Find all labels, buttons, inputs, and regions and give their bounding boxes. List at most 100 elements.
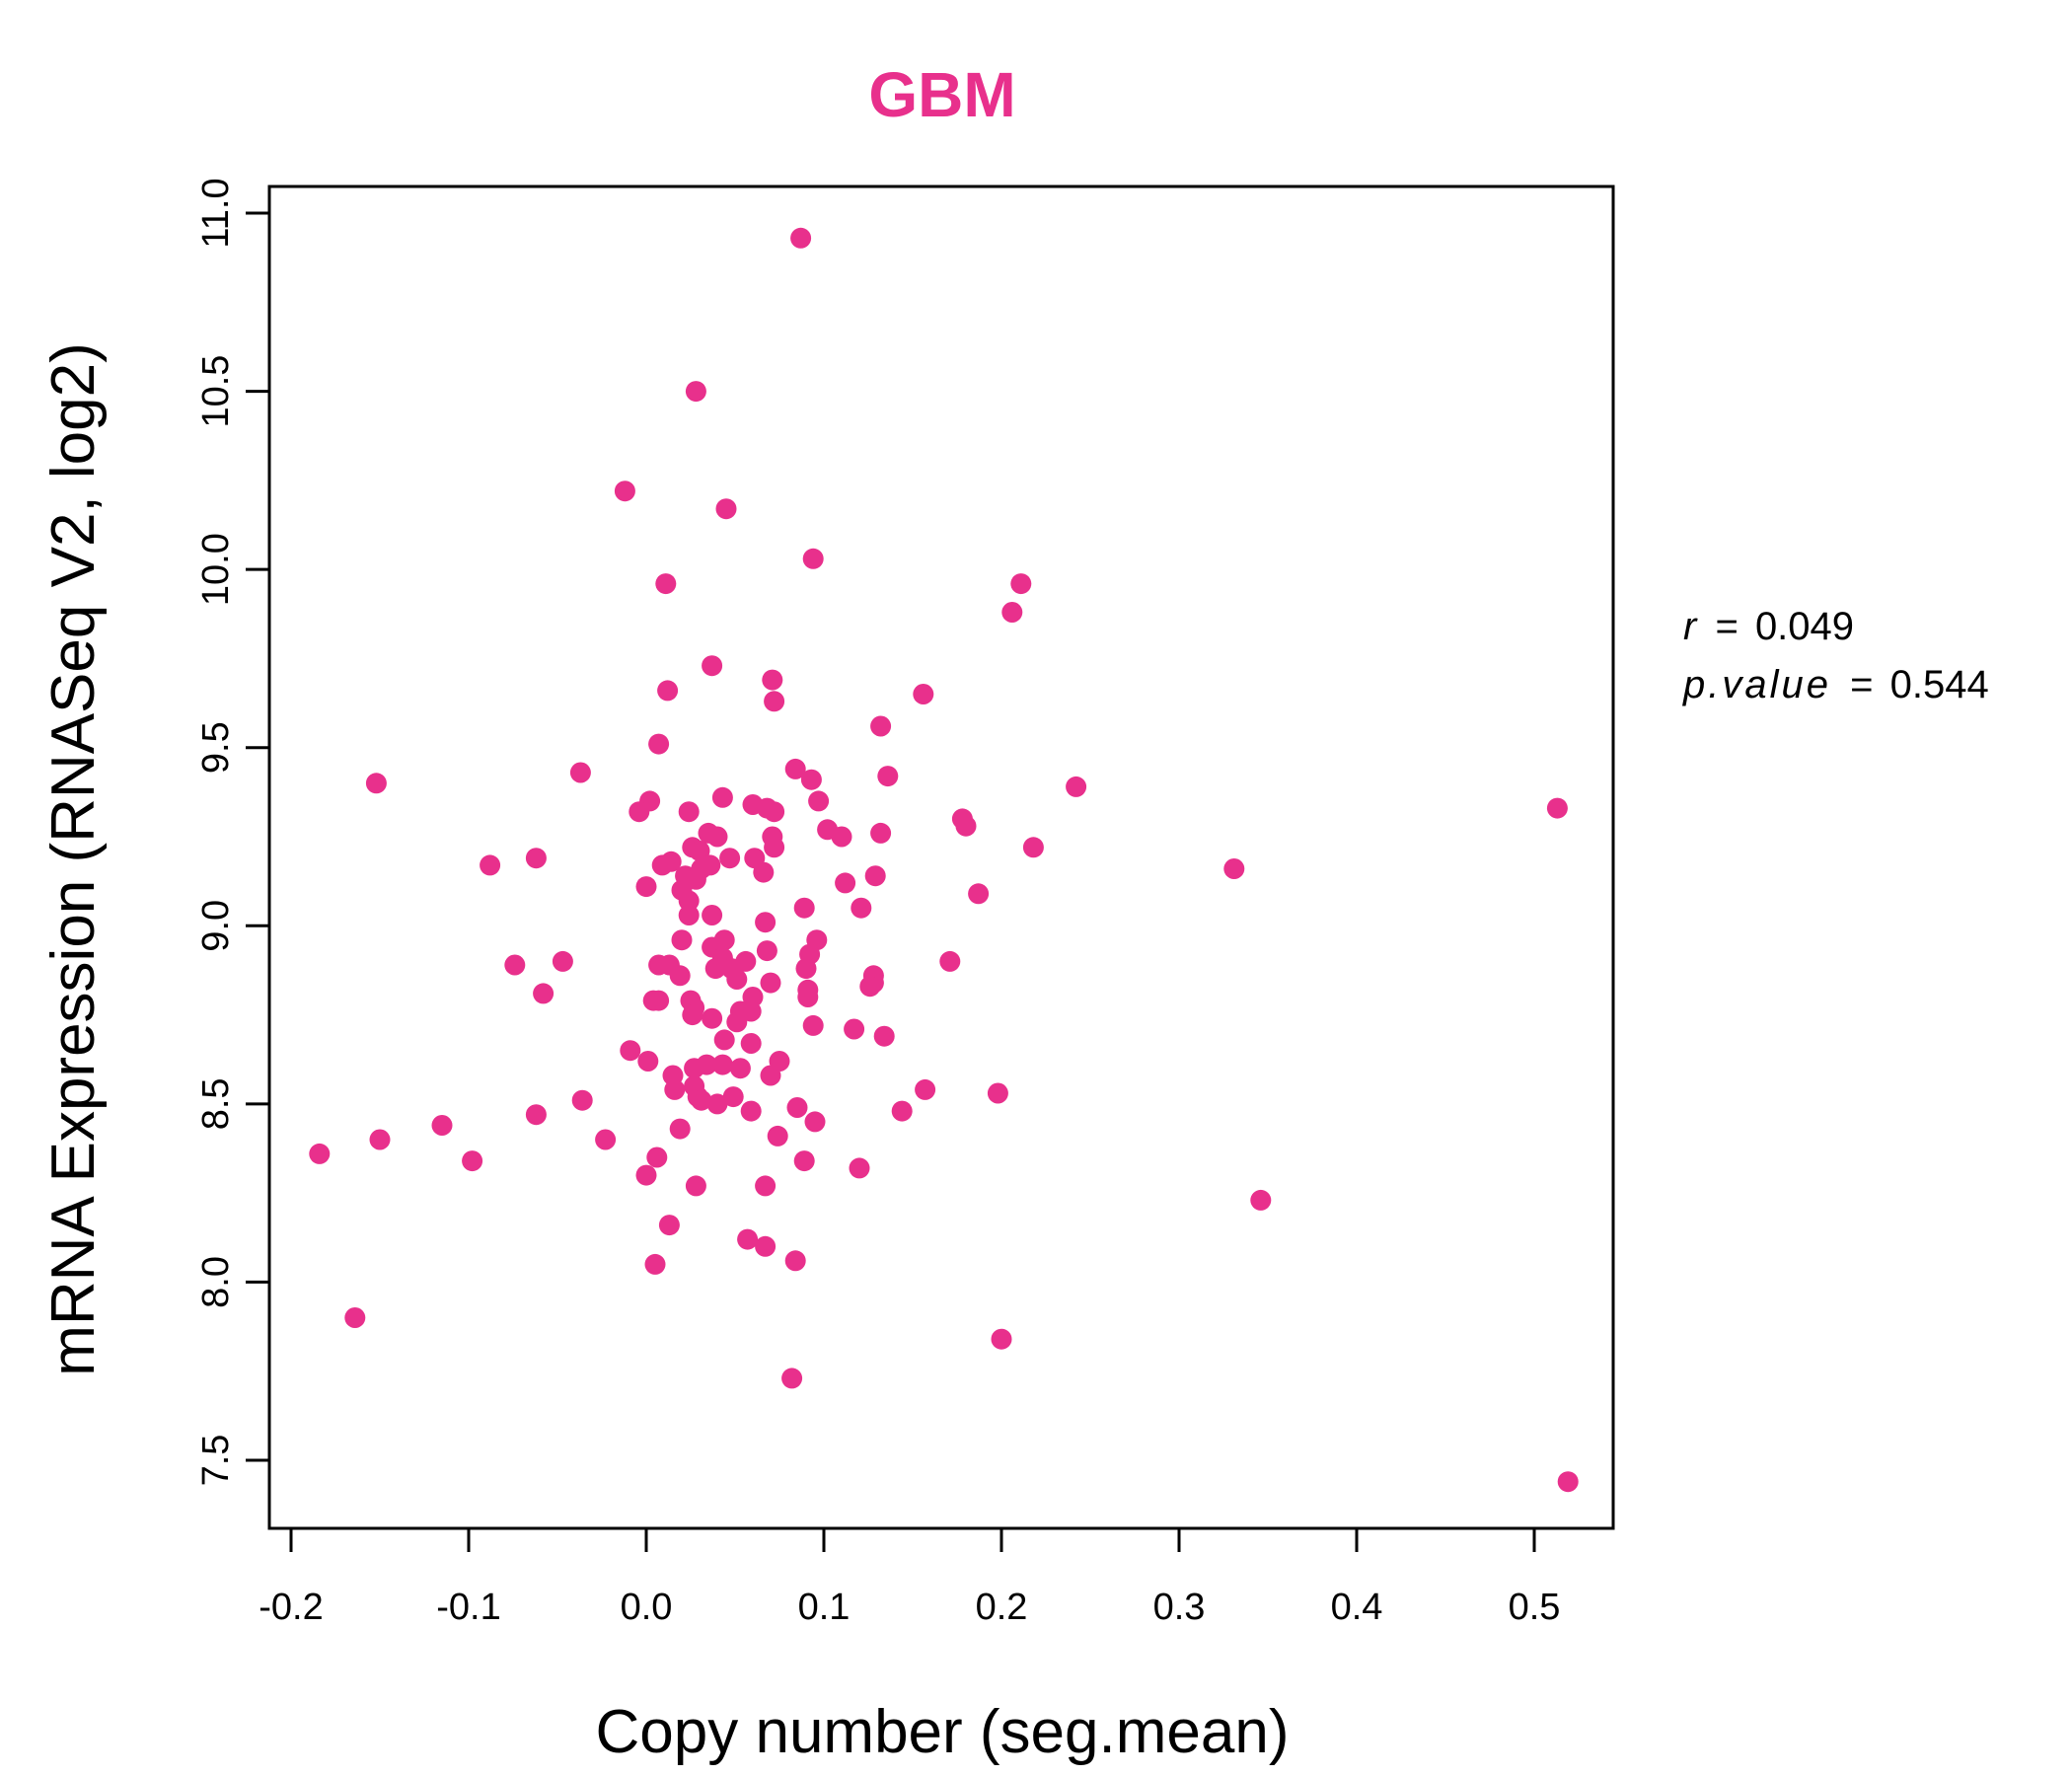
data-point	[835, 872, 856, 894]
r-value: 0.049	[1755, 605, 1854, 648]
data-point	[864, 865, 886, 887]
data-point	[764, 801, 785, 823]
p-label: p.value	[1682, 663, 1831, 706]
data-point	[571, 1089, 593, 1111]
data-point	[740, 1033, 762, 1054]
data-point	[614, 481, 635, 502]
data-point	[760, 1065, 781, 1086]
data-point	[831, 826, 852, 848]
data-point	[781, 1368, 803, 1389]
x-tick-label: 0.5	[1509, 1587, 1561, 1628]
data-point	[755, 1175, 777, 1197]
data-point	[685, 1175, 706, 1197]
data-point	[849, 1157, 870, 1179]
r-annotation: r = 0.049	[1683, 605, 1854, 648]
y-tick-label: 10.5	[195, 355, 237, 428]
data-point	[685, 381, 706, 403]
data-point	[1022, 837, 1044, 858]
data-point	[706, 1093, 728, 1115]
x-tick-label: -0.1	[436, 1587, 500, 1628]
data-point	[684, 1058, 705, 1079]
data-point	[702, 655, 723, 677]
data-point	[991, 1328, 1012, 1350]
data-point	[767, 1125, 788, 1147]
data-point	[802, 548, 824, 569]
y-tick-label: 9.0	[195, 900, 237, 952]
data-point	[525, 848, 547, 869]
data-point	[764, 837, 785, 858]
data-point	[711, 1054, 733, 1075]
data-point	[706, 826, 728, 848]
x-tick-label: 0.4	[1331, 1587, 1383, 1628]
data-point	[740, 1000, 762, 1022]
data-point	[913, 684, 934, 704]
data-point	[784, 758, 806, 779]
data-point	[648, 990, 670, 1011]
data-point	[644, 1253, 666, 1275]
data-point	[1066, 776, 1087, 797]
data-point	[711, 786, 733, 808]
data-point	[987, 1082, 1008, 1104]
data-point	[431, 1115, 453, 1136]
data-point	[646, 1147, 668, 1168]
data-point	[753, 861, 775, 883]
y-tick-label: 8.5	[195, 1077, 237, 1130]
data-point	[851, 897, 872, 919]
data-point	[808, 790, 830, 812]
data-point	[620, 1040, 641, 1062]
data-point	[1001, 602, 1023, 623]
data-point	[1250, 1189, 1272, 1211]
p-value: 0.544	[1890, 663, 1989, 706]
data-point	[678, 890, 700, 912]
data-point	[651, 854, 673, 876]
data-point	[722, 1086, 744, 1108]
data-point	[726, 969, 748, 990]
data-point	[504, 954, 526, 976]
y-tick-label: 8.0	[195, 1256, 237, 1308]
data-point	[740, 1100, 762, 1122]
data-point	[755, 1235, 777, 1257]
data-point	[873, 1025, 895, 1047]
data-point	[669, 965, 691, 987]
data-point	[793, 897, 815, 919]
data-point	[635, 1164, 657, 1186]
y-axis-title: mRNA Expression (RNASeq V2, log2)	[39, 342, 108, 1376]
data-point	[309, 1143, 331, 1164]
data-point	[755, 912, 777, 933]
data-point	[719, 848, 741, 869]
data-point	[691, 1089, 712, 1111]
data-point	[797, 987, 819, 1007]
data-point	[533, 983, 555, 1004]
data-point	[369, 1129, 391, 1150]
data-point	[344, 1307, 366, 1328]
data-point	[870, 715, 892, 737]
data-point	[800, 769, 822, 790]
data-point	[702, 1007, 723, 1029]
plot-frame	[267, 185, 1615, 1530]
data-point	[462, 1150, 483, 1172]
data-point	[870, 822, 892, 844]
data-point	[784, 1250, 806, 1272]
data-point	[1546, 797, 1568, 819]
x-tick-label: 0.2	[976, 1587, 1028, 1628]
data-point	[790, 227, 812, 249]
data-point	[955, 815, 977, 837]
y-tick-label: 9.5	[195, 721, 237, 774]
data-point	[760, 972, 781, 994]
data-point	[726, 1011, 748, 1033]
data-point	[729, 1058, 751, 1079]
data-point	[786, 1097, 808, 1118]
data-point	[689, 840, 710, 861]
data-point	[569, 762, 591, 783]
data-point	[704, 958, 726, 980]
y-axis: 7.5 8.0 8.5 9.0 9.5 10.0 10.5 11.0	[195, 178, 271, 1486]
data-point	[1223, 858, 1245, 879]
data-point	[915, 1078, 936, 1100]
data-point	[678, 801, 700, 823]
data-point	[793, 1150, 815, 1172]
data-point	[762, 669, 783, 691]
y-tick-label: 11.0	[195, 178, 237, 248]
data-point	[802, 1014, 824, 1036]
data-point	[715, 498, 737, 520]
x-tick-label: 0.0	[621, 1587, 673, 1628]
